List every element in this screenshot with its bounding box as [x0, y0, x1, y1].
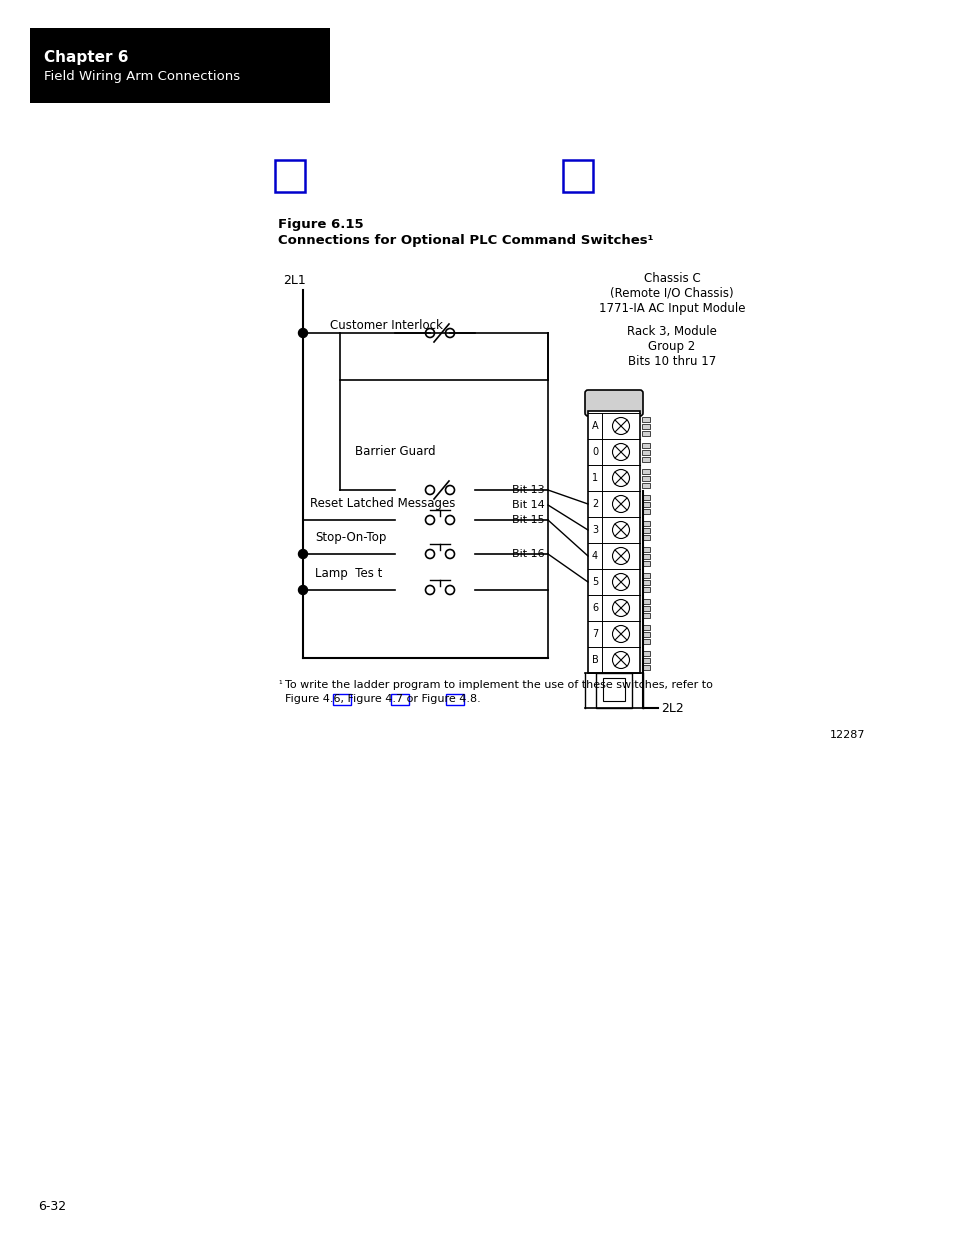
- Text: 6-32: 6-32: [38, 1200, 66, 1213]
- Text: 7: 7: [591, 629, 598, 638]
- Text: Bit 15: Bit 15: [512, 515, 544, 525]
- Bar: [641, 443, 649, 448]
- Bar: [641, 417, 649, 422]
- Circle shape: [298, 329, 307, 337]
- Text: 4: 4: [591, 551, 598, 561]
- Circle shape: [612, 547, 629, 564]
- Bar: [641, 483, 649, 488]
- Text: 1: 1: [591, 473, 598, 483]
- FancyBboxPatch shape: [584, 390, 642, 416]
- Bar: [562, 161, 593, 191]
- Bar: [641, 555, 649, 559]
- Bar: [391, 694, 409, 705]
- Text: Chassis C
(Remote I/O Chassis)
1771-IA AC Input Module: Chassis C (Remote I/O Chassis) 1771-IA A…: [598, 272, 744, 315]
- Text: 2: 2: [591, 499, 598, 509]
- Text: A: A: [591, 421, 598, 431]
- Circle shape: [612, 573, 629, 590]
- Bar: [641, 521, 649, 526]
- Bar: [602, 678, 624, 701]
- Text: 3: 3: [591, 525, 598, 535]
- Text: Figure 4.6, Figure 4.7 or Figure 4.8.: Figure 4.6, Figure 4.7 or Figure 4.8.: [285, 694, 480, 704]
- Bar: [641, 632, 649, 637]
- Text: B: B: [591, 655, 598, 664]
- Bar: [596, 673, 631, 708]
- Circle shape: [298, 550, 307, 558]
- Text: Customer Interlock: Customer Interlock: [330, 319, 442, 332]
- Text: ¹: ¹: [277, 680, 281, 689]
- Circle shape: [612, 495, 629, 513]
- Bar: [641, 547, 649, 552]
- Bar: [641, 501, 649, 508]
- Text: 5: 5: [591, 577, 598, 587]
- Text: 2L2: 2L2: [660, 701, 683, 715]
- Bar: [641, 587, 649, 592]
- Bar: [641, 529, 649, 534]
- Text: Barrier Guard: Barrier Guard: [355, 445, 436, 458]
- Bar: [274, 161, 305, 191]
- Bar: [641, 424, 649, 429]
- Bar: [641, 658, 649, 663]
- Bar: [333, 694, 351, 705]
- Circle shape: [612, 469, 629, 487]
- Text: Bit 13: Bit 13: [512, 485, 544, 495]
- Text: 0: 0: [591, 447, 598, 457]
- Bar: [641, 475, 649, 480]
- Circle shape: [612, 443, 629, 461]
- Text: Connections for Optional PLC Command Switches¹: Connections for Optional PLC Command Swi…: [277, 233, 653, 247]
- Bar: [641, 606, 649, 611]
- Bar: [641, 573, 649, 578]
- Circle shape: [612, 599, 629, 616]
- Text: Field Wiring Arm Connections: Field Wiring Arm Connections: [44, 70, 240, 83]
- Bar: [641, 599, 649, 604]
- Text: Bit 16: Bit 16: [512, 550, 544, 559]
- Text: 6: 6: [591, 603, 598, 613]
- Text: Stop-On-Top: Stop-On-Top: [314, 531, 386, 543]
- Bar: [641, 561, 649, 566]
- Bar: [641, 495, 649, 500]
- Bar: [641, 580, 649, 585]
- Bar: [641, 625, 649, 630]
- Bar: [641, 457, 649, 462]
- Text: 2L1: 2L1: [283, 274, 305, 287]
- Circle shape: [612, 521, 629, 538]
- Text: To write the ladder program to implement the use of these switches, refer to: To write the ladder program to implement…: [285, 680, 712, 690]
- Bar: [641, 450, 649, 454]
- Circle shape: [612, 652, 629, 668]
- Bar: [641, 664, 649, 671]
- Circle shape: [298, 585, 307, 594]
- Text: Figure 6.15: Figure 6.15: [277, 219, 363, 231]
- Text: Lamp  Tes t: Lamp Tes t: [314, 567, 382, 580]
- Bar: [641, 469, 649, 474]
- Bar: [641, 613, 649, 618]
- Text: 12287: 12287: [829, 730, 864, 740]
- Bar: [587, 411, 639, 673]
- Text: Chapter 6: Chapter 6: [44, 49, 129, 65]
- Circle shape: [612, 417, 629, 435]
- Bar: [641, 431, 649, 436]
- Circle shape: [612, 625, 629, 642]
- Bar: [641, 638, 649, 643]
- Bar: [30, 28, 330, 103]
- Text: Rack 3, Module
Group 2
Bits 10 thru 17: Rack 3, Module Group 2 Bits 10 thru 17: [626, 325, 717, 368]
- Bar: [641, 651, 649, 656]
- Text: Bit 14: Bit 14: [512, 500, 544, 510]
- Text: Reset Latched Messages: Reset Latched Messages: [310, 496, 455, 510]
- Bar: [641, 509, 649, 514]
- Bar: [446, 694, 463, 705]
- Bar: [641, 535, 649, 540]
